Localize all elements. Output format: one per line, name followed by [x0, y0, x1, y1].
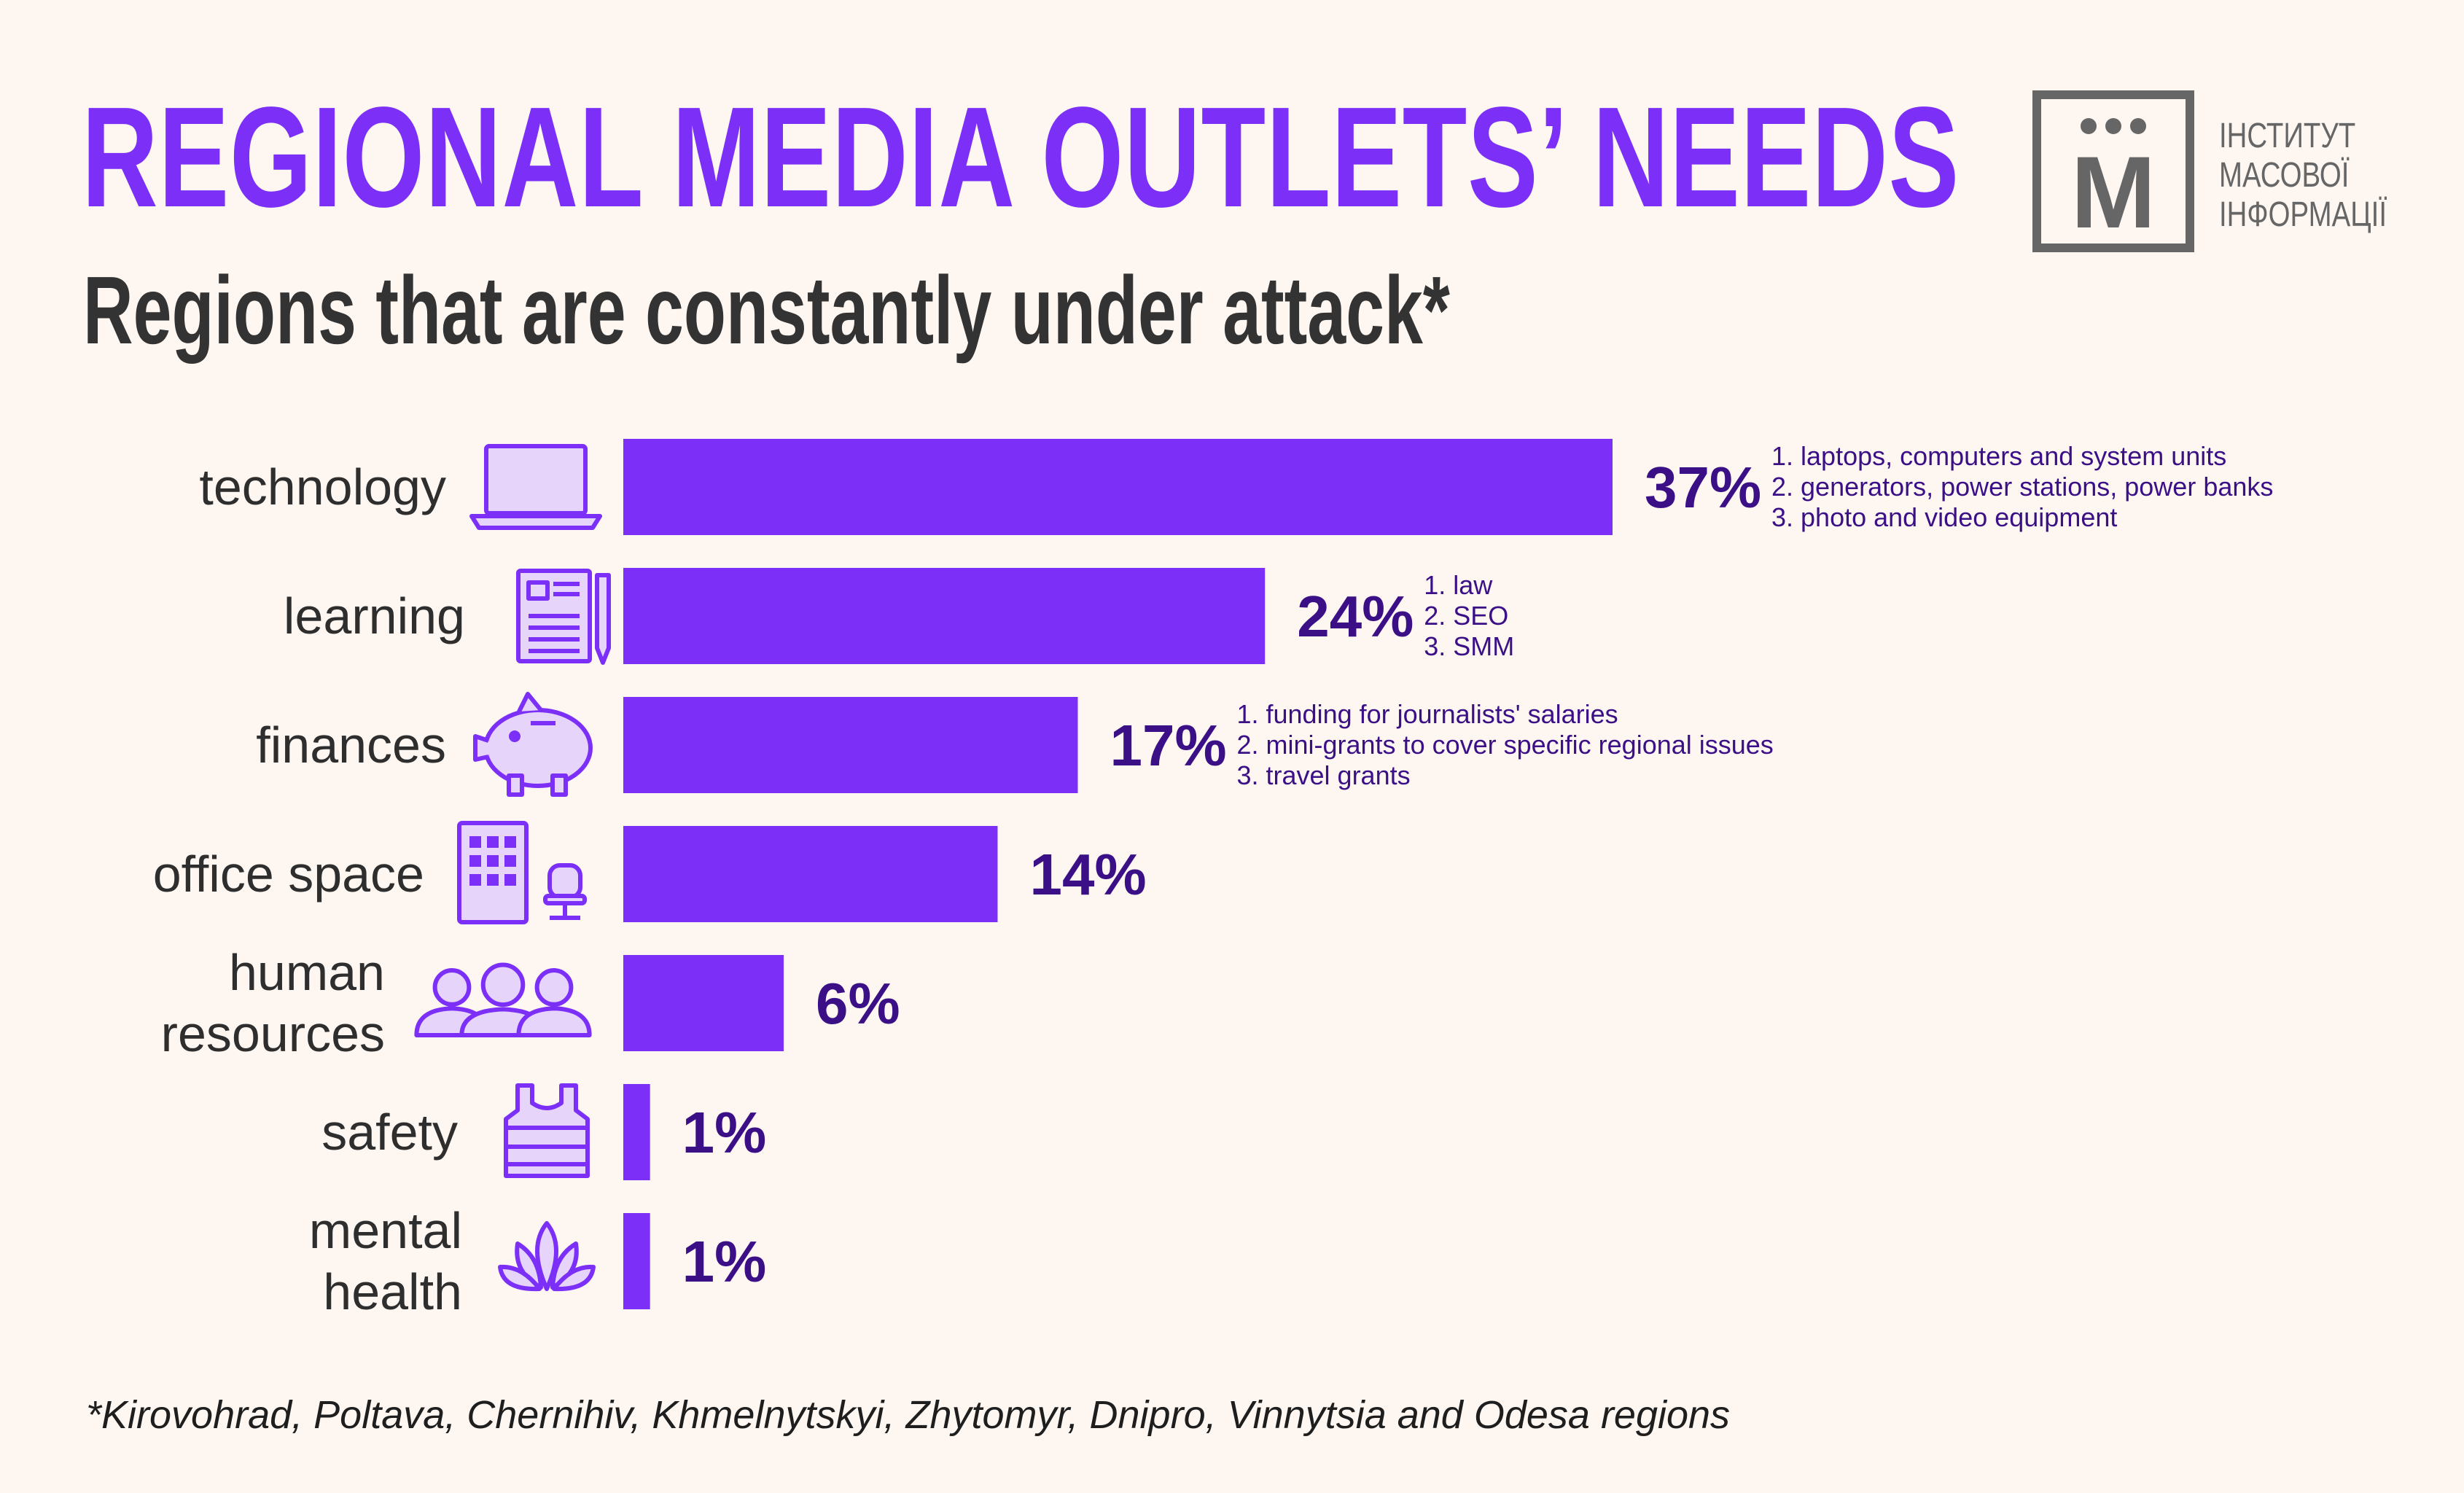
footnote: *Kirovohrad, Poltava, Chernihiv, Khmelny…	[86, 1393, 1731, 1437]
note-item: 2. SEO	[1424, 601, 1508, 631]
logo-dots	[2081, 118, 2146, 134]
logo-line-3: ІНФОРМАЦІЇ	[2219, 195, 2387, 234]
value-label: 17%	[1110, 713, 1226, 778]
piggy-bank-icon	[473, 692, 593, 797]
building-chair-icon	[457, 821, 587, 924]
category-label: resources	[161, 1005, 385, 1062]
value-label: 24%	[1297, 584, 1414, 649]
bar-finances	[623, 697, 1078, 793]
bar-learning	[623, 568, 1266, 664]
note-item: 3. photo and video equipment	[1771, 502, 2117, 532]
laptop-icon	[469, 444, 602, 530]
logo-letter: М	[2070, 135, 2156, 249]
bar-human-resources	[623, 955, 784, 1051]
chart-subtitle: Regions that are constantly under attack…	[83, 257, 1450, 364]
value-label: 6%	[816, 971, 900, 1036]
note-item: 2. generators, power stations, power ban…	[1771, 472, 2273, 502]
note-item: 3. SMM	[1424, 631, 1514, 661]
imi-logo: М ІНСТИТУТ МАСОВОЇ ІНФОРМАЦІЇ	[2032, 90, 2390, 265]
bar-office-space	[623, 826, 998, 922]
document-pen-icon	[516, 569, 611, 665]
category-label: office space	[153, 846, 424, 903]
bar-mental-health	[623, 1213, 650, 1309]
category-label: learning	[284, 588, 465, 644]
vest-icon	[504, 1083, 590, 1178]
value-label: 37%	[1645, 455, 1761, 520]
chart-title: REGIONAL MEDIA OUTLETS’ NEEDS	[82, 77, 1960, 237]
category-label: health	[323, 1263, 462, 1320]
category-label: safety	[321, 1104, 458, 1161]
value-label: 1%	[682, 1229, 767, 1294]
note-item: 1. laptops, computers and system units	[1771, 441, 2226, 471]
logo-box: М	[2032, 90, 2194, 252]
note-item: 1. law	[1424, 570, 1493, 600]
logo-text: ІНСТИТУТ МАСОВОЇ ІНФОРМАЦІЇ	[2219, 117, 2387, 235]
category-label: technology	[199, 459, 446, 515]
logo-line-1: ІНСТИТУТ	[2219, 117, 2356, 155]
lotus-icon	[498, 1221, 596, 1292]
note-item: 2. mini-grants to cover specific regiona…	[1236, 730, 1773, 760]
note-item: 3. travel grants	[1236, 760, 1410, 790]
logo-line-2: МАСОВОЇ	[2219, 156, 2350, 195]
bar-technology	[623, 439, 1613, 535]
bar-safety	[623, 1084, 650, 1180]
value-label: 1%	[682, 1100, 767, 1165]
category-label: finances	[256, 717, 446, 773]
category-label: mental	[309, 1202, 462, 1259]
value-label: 14%	[1029, 842, 1146, 907]
people-icon	[414, 962, 592, 1037]
note-item: 1. funding for journalists' salaries	[1236, 699, 1618, 729]
category-label: human	[229, 944, 385, 1001]
